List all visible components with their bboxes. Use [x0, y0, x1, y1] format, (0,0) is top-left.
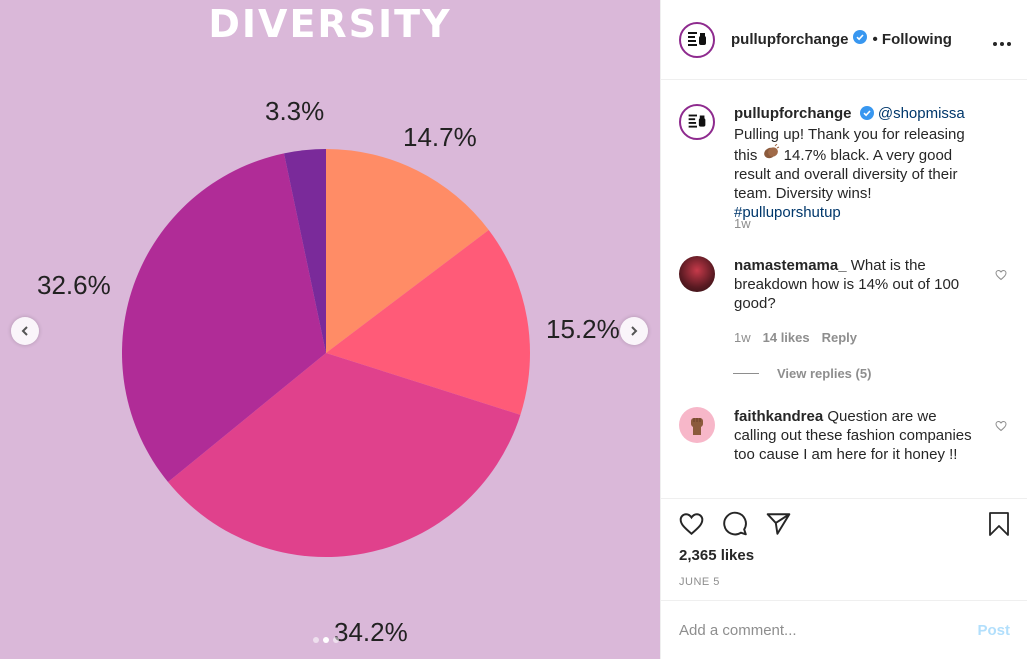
like-comment-heart-icon[interactable] [995, 419, 1007, 437]
paper-plane-icon[interactable] [765, 511, 792, 542]
comment-text: namastemama_ What is the breakdown how i… [734, 256, 979, 313]
pie-slice [121, 153, 326, 483]
pie-slice-label: 34.2% [334, 617, 408, 647]
pie-slice [168, 353, 521, 557]
chevron-left-icon [21, 326, 28, 336]
post-actions: 2,365 likes JUNE 5 [661, 498, 1027, 601]
pie-slice [326, 230, 530, 415]
comment-likes[interactable]: 14 likes [762, 330, 810, 345]
post-date[interactable]: JUNE 5 [679, 576, 720, 588]
post-header: pullupforchange • Following [661, 0, 1027, 80]
view-replies-label: View replies (5) [777, 366, 872, 381]
likes-count[interactable]: 2,365 likes [679, 547, 755, 564]
hashtag-link[interactable]: #pulluporshutup [734, 204, 841, 221]
comment-icon[interactable] [722, 511, 749, 542]
post-media[interactable]: DIVERSITY 14.7% 15.2% 34.2% 32.6% 3.3% [0, 0, 660, 659]
clapping-hands-icon [762, 143, 780, 164]
carousel-dot-active [323, 637, 329, 643]
comment-input[interactable] [679, 621, 959, 639]
comment-username[interactable]: faithkandrea [734, 408, 824, 425]
pie-chart [121, 149, 530, 557]
avatar[interactable] [679, 21, 715, 58]
comments-list[interactable]: pullupforchange @shopmissa Pulling up! T… [661, 80, 1027, 498]
post-comment-button[interactable]: Post [977, 621, 1010, 639]
avatar[interactable] [679, 104, 715, 140]
chart-title: DIVERSITY [208, 2, 452, 46]
divider [733, 373, 759, 374]
pie-slice-label: 14.7% [403, 122, 477, 152]
prev-slide-button[interactable] [11, 317, 39, 345]
comment-meta: 1w 14 likes Reply [734, 330, 857, 345]
view-replies-button[interactable]: View replies (5) [733, 366, 871, 381]
more-options-icon[interactable] [992, 30, 1012, 53]
pie-slice-label: 3.3% [265, 96, 325, 126]
verified-badge-icon [852, 30, 867, 49]
caption-text: pullupforchange @shopmissa Pulling up! T… [734, 104, 979, 222]
comment-body: Question are we calling out these fashio… [734, 408, 972, 463]
following-status[interactable]: • Following [872, 31, 952, 48]
comment-username[interactable]: namastemama_ [734, 257, 847, 274]
caption-username[interactable]: pullupforchange [734, 105, 852, 122]
pull-up-logo-icon [688, 31, 706, 46]
bookmark-icon[interactable] [987, 511, 1011, 542]
reply-button[interactable]: Reply [821, 330, 858, 345]
mention-link[interactable]: @shopmissa [877, 105, 965, 122]
comment-body: What is the breakdown how is 14% out of … [734, 257, 960, 312]
raised-fist-icon [691, 418, 703, 435]
pull-up-logo-icon [688, 114, 706, 128]
add-comment-bar: Post [661, 601, 1027, 659]
carousel-dots [313, 637, 339, 643]
carousel-dot [313, 637, 319, 643]
pie-slice [326, 149, 489, 353]
caption-time: 1w [734, 216, 751, 231]
like-comment-heart-icon[interactable] [995, 268, 1007, 286]
comment-time: 1w [734, 330, 751, 345]
post-username[interactable]: pullupforchange [731, 31, 849, 48]
carousel-dot [333, 637, 339, 643]
next-slide-button[interactable] [620, 317, 648, 345]
caption-text-part2: 14.7% black. A very good result and over… [734, 147, 958, 202]
verified-badge-icon [859, 106, 874, 125]
caption-text-part1: Pulling up! Thank you for releasing this [734, 126, 965, 164]
pie-slice-label: 32.6% [37, 270, 111, 300]
pie-slice-label: 15.2% [546, 314, 620, 344]
avatar[interactable] [679, 256, 715, 292]
pie-slice [284, 149, 326, 353]
comment-text: faithkandrea Question are we calling out… [734, 407, 979, 464]
chevron-right-icon [631, 326, 638, 336]
heart-icon[interactable] [678, 511, 705, 542]
post-sidebar: pullupforchange • Following [660, 0, 1027, 659]
avatar[interactable] [679, 407, 715, 443]
